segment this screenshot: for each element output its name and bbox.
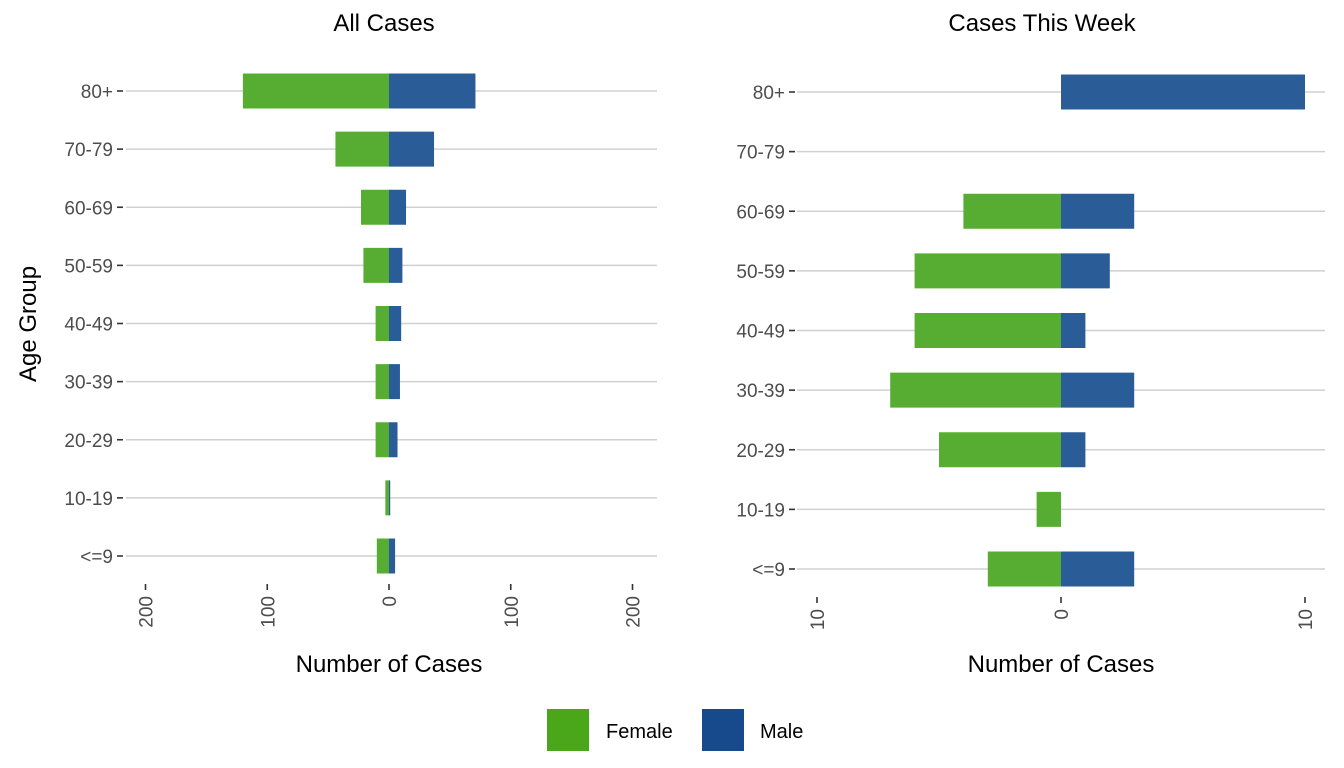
bar-male xyxy=(1061,551,1135,587)
x-tick-label: 10 xyxy=(808,609,829,630)
x-tick-label: 200 xyxy=(624,596,645,628)
bar-female xyxy=(335,131,389,167)
bar-male xyxy=(1061,313,1086,348)
bar-female xyxy=(363,247,389,283)
x-axis: 10 0 10 xyxy=(808,597,1317,630)
y-tick-label: 40-49 xyxy=(736,322,785,343)
bars xyxy=(890,74,1305,587)
y-tick-label: 40-49 xyxy=(64,315,113,336)
x-tick-label: 10 xyxy=(1296,609,1317,630)
bar-male xyxy=(1061,253,1110,289)
bar-male xyxy=(389,247,403,283)
bar-female xyxy=(385,480,389,516)
x-axis-title-cases-this-week: Number of Cases xyxy=(968,651,1155,678)
y-tick-label: 10-19 xyxy=(736,500,785,521)
legend-swatch-female xyxy=(547,709,589,751)
y-tick-label: 50-59 xyxy=(64,256,113,277)
bar-female xyxy=(360,189,389,225)
y-axis: <=9 10-19 20-29 30-39 40-49 50-59 60-69 70-79 80… xyxy=(64,82,123,568)
bars xyxy=(242,73,476,574)
bar-female xyxy=(914,253,1061,289)
y-tick-label: 80+ xyxy=(753,83,785,104)
bar-male xyxy=(389,306,402,341)
legend-swatch-male xyxy=(702,709,744,751)
bar-female xyxy=(890,372,1061,408)
panel-all-cases: All Cases Age Group Number of Cases <=9 1… xyxy=(15,10,657,678)
panel-title-all-cases: All Cases xyxy=(333,10,434,37)
bar-male xyxy=(389,538,396,574)
y-axis: <=9 10-19 20-29 30-39 40-49 50-59 60-69 70-79 80… xyxy=(736,83,795,581)
bar-female xyxy=(939,432,1061,468)
bar-female xyxy=(376,538,389,574)
bar-female xyxy=(375,364,389,400)
bar-male xyxy=(1061,193,1135,229)
y-tick-label: <=9 xyxy=(752,560,785,581)
bar-male xyxy=(389,480,391,516)
y-tick-label: 20-29 xyxy=(64,431,113,452)
x-tick-label: 0 xyxy=(380,596,401,607)
x-axis: 200 100 0 100 200 xyxy=(137,584,645,628)
y-tick-label: 70-79 xyxy=(64,140,113,161)
y-tick-label: 50-59 xyxy=(736,262,785,283)
y-axis-title: Age Group xyxy=(15,266,42,382)
bar-male xyxy=(1061,432,1086,468)
bar-female xyxy=(1036,491,1061,527)
x-tick-label: 200 xyxy=(137,596,158,628)
bar-female xyxy=(987,551,1061,587)
bar-female xyxy=(375,422,389,458)
y-tick-label: 30-39 xyxy=(64,373,113,394)
y-tick-label: 30-39 xyxy=(736,381,785,402)
bar-female xyxy=(963,193,1061,229)
x-tick-label: 100 xyxy=(502,596,523,628)
x-tick-label: 100 xyxy=(258,596,279,628)
x-tick-label: 0 xyxy=(1052,609,1073,620)
legend-label-male: Male xyxy=(760,721,803,743)
bar-female xyxy=(375,306,389,341)
bar-male xyxy=(389,73,476,109)
panel-cases-this-week: Cases This Week Number of Cases <=9 10-19… xyxy=(736,10,1325,678)
bar-female xyxy=(242,73,389,109)
bar-male xyxy=(1061,372,1135,408)
legend: Female Male xyxy=(547,709,803,751)
y-tick-label: 70-79 xyxy=(736,143,785,164)
y-tick-label: 60-69 xyxy=(736,202,785,223)
bar-male xyxy=(389,364,400,400)
y-tick-label: 60-69 xyxy=(64,198,113,219)
bar-male xyxy=(389,422,398,458)
bar-male xyxy=(1061,74,1305,110)
y-tick-label: 10-19 xyxy=(64,489,113,510)
bar-female xyxy=(914,313,1061,348)
y-tick-label: 80+ xyxy=(81,82,113,103)
x-axis-title-all-cases: Number of Cases xyxy=(296,651,483,678)
panel-title-cases-this-week: Cases This Week xyxy=(948,10,1136,37)
bar-male xyxy=(389,131,435,167)
bar-male xyxy=(389,189,407,225)
y-tick-label: <=9 xyxy=(80,547,113,568)
legend-label-female: Female xyxy=(606,721,673,743)
y-tick-label: 20-29 xyxy=(736,441,785,462)
